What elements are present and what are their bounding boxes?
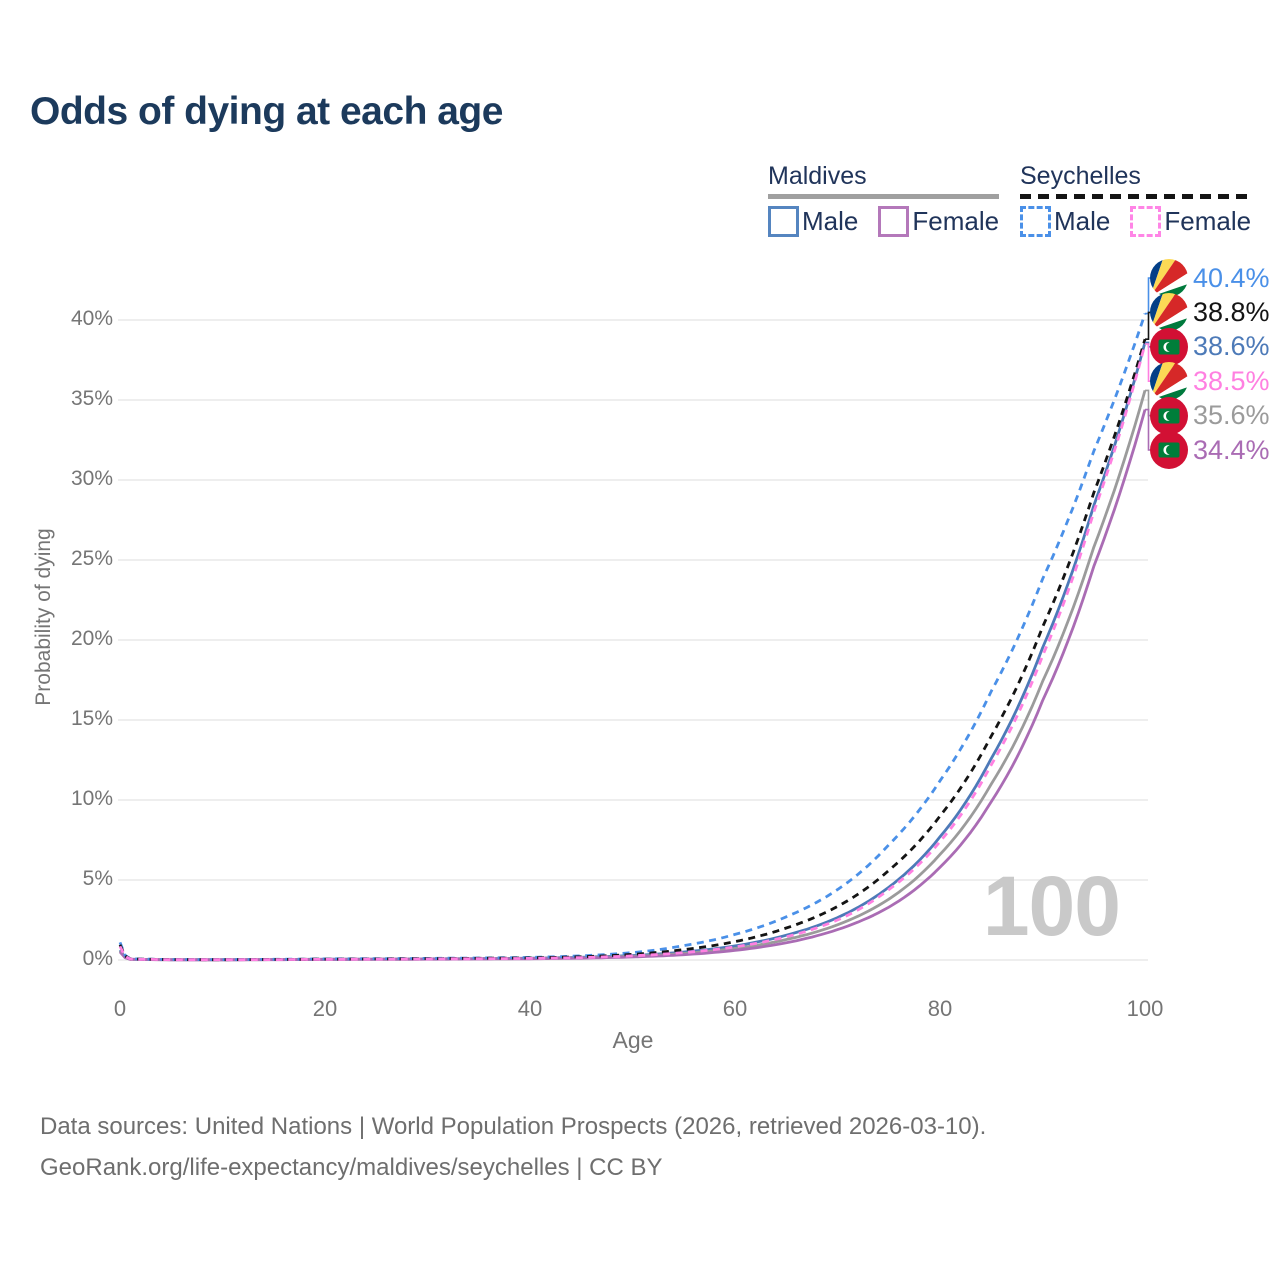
y-tick-40: 40%	[70, 307, 113, 330]
x-tick-80: 80	[927, 996, 953, 1021]
maldives-male-swatch-icon	[768, 206, 799, 237]
x-tick-60: 60	[722, 996, 748, 1021]
end-value: 38.8%	[1193, 296, 1270, 327]
seychelles-male-swatch-icon	[1020, 206, 1051, 237]
y-tick-15: 15%	[70, 707, 113, 730]
maldives-line-style-sample	[768, 194, 1000, 199]
legend-label: Female	[912, 206, 1000, 236]
legend-country-maldives[interactable]: Maldives	[768, 162, 867, 190]
y-tick-5: 5%	[82, 867, 113, 890]
y-tick-35: 35%	[70, 387, 113, 410]
seychelles-flag-icon	[1150, 259, 1188, 297]
legend-country-seychelles[interactable]: Seychelles	[1020, 162, 1141, 190]
legend-label: Female	[1164, 206, 1252, 236]
y-tick-25: 25%	[70, 547, 113, 570]
legend-label: Male	[1054, 206, 1111, 236]
end-value: 38.6%	[1193, 331, 1270, 362]
seychelles-line-style-sample	[1020, 194, 1252, 199]
x-tick-40: 40	[517, 996, 543, 1021]
x-tick-20: 20	[312, 996, 338, 1021]
x-tick-100: 100	[1126, 996, 1164, 1021]
end-value: 40.4%	[1193, 262, 1270, 293]
maldives-flag-icon	[1150, 431, 1188, 469]
age-watermark: 100	[982, 859, 1121, 953]
maldives-female-swatch-icon	[878, 206, 910, 237]
end-label-seychelles-both: 38.8%	[1150, 293, 1270, 332]
footer: Data sources: United Nations | World Pop…	[40, 1106, 986, 1188]
series-line-seychelles-female	[118, 343, 1147, 962]
footer-attribution-line: GeoRank.org/life-expectancy/maldives/sey…	[40, 1154, 663, 1181]
end-label-maldives-male: 38.6%	[1150, 327, 1270, 366]
seychelles-female-swatch-icon	[1130, 206, 1162, 237]
end-label-maldives-female: 34.4%	[1150, 431, 1270, 469]
end-label-seychelles-female: 38.5%	[1150, 362, 1270, 401]
end-value: 38.5%	[1193, 365, 1270, 396]
maldives-flag-icon	[1150, 327, 1188, 366]
y-tick-10: 10%	[70, 787, 113, 810]
legend-item-seychelles-male[interactable]: Male	[1020, 206, 1110, 237]
x-tick-0: 0	[113, 996, 127, 1021]
legend-item-maldives-female[interactable]: Female	[878, 206, 999, 237]
legend-item-maldives-male[interactable]: Male	[768, 206, 858, 237]
end-label-seychelles-male: 40.4%	[1150, 259, 1270, 297]
legend-group-maldives: Maldives Male Female	[768, 162, 1000, 237]
seychelles-flag-icon	[1150, 293, 1188, 332]
seychelles-flag-icon	[1150, 362, 1188, 401]
maldives-flag-icon	[1150, 396, 1188, 435]
end-value: 35.6%	[1193, 400, 1270, 431]
x-axis-title: Age	[612, 1027, 654, 1053]
legend-label: Male	[802, 206, 859, 236]
legend-group-seychelles: Seychelles Male Female	[1020, 162, 1252, 237]
page-title: Odds of dying at each age	[30, 90, 503, 133]
footer-sources-line: Data sources: United Nations | World Pop…	[40, 1113, 987, 1140]
y-tick-0: 0%	[82, 947, 113, 970]
legend-item-seychelles-female[interactable]: Female	[1130, 206, 1251, 237]
end-label-maldives-both: 35.6%	[1150, 396, 1270, 435]
end-value: 34.4%	[1193, 434, 1270, 465]
y-tick-30: 30%	[70, 467, 113, 490]
y-tick-20: 20%	[70, 627, 113, 650]
